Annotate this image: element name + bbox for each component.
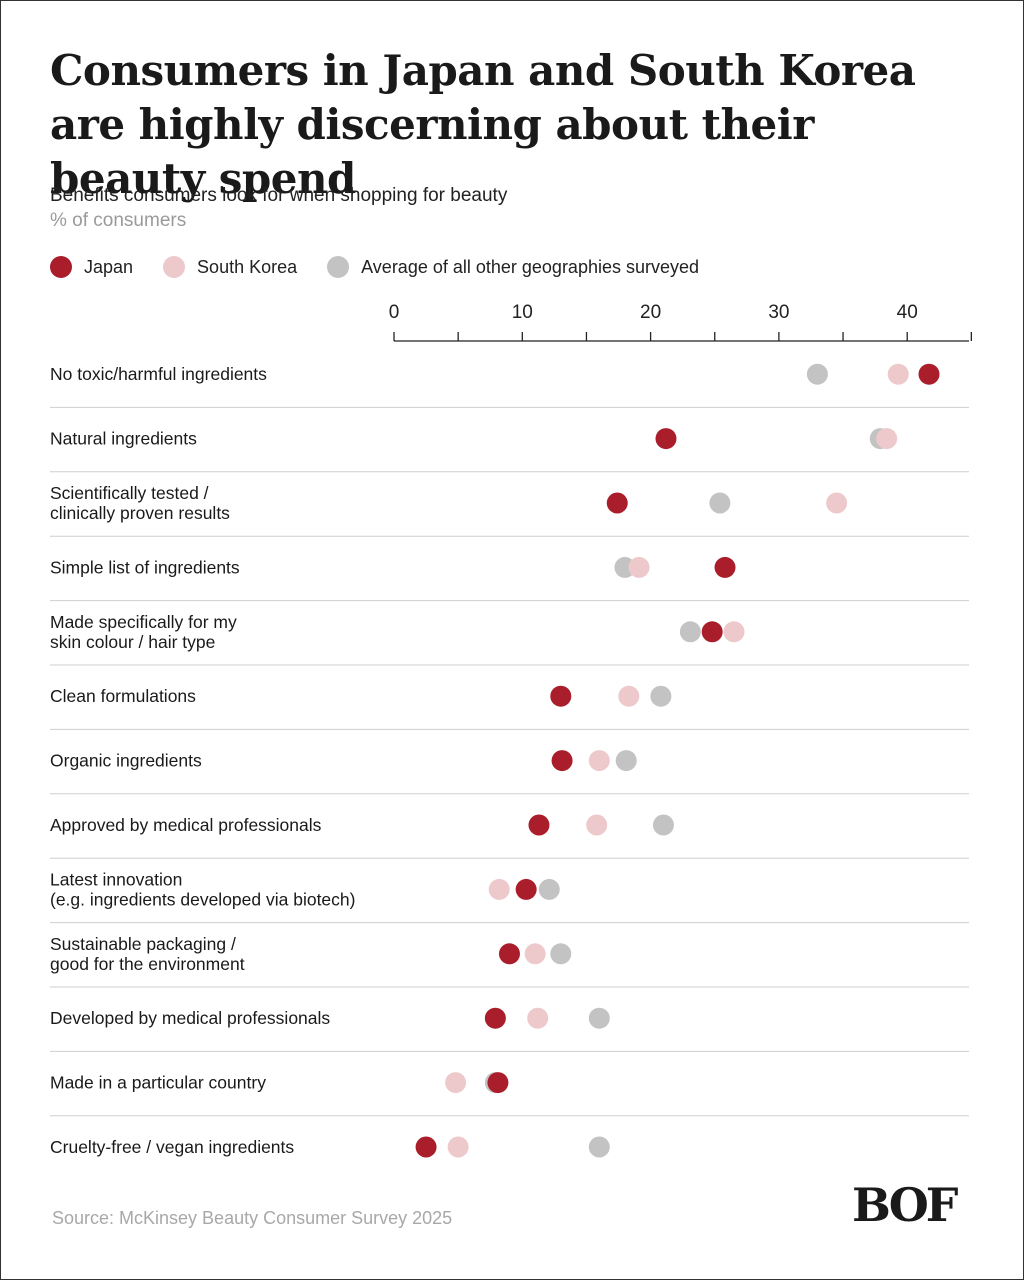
legend-label-japan: Japan bbox=[84, 256, 134, 277]
data-point-south-korea: South Korea: 18.3 bbox=[618, 685, 640, 707]
data-point-south-korea: South Korea: 16 bbox=[588, 750, 610, 772]
data-point-other-geographies: Average of all other geographies surveye… bbox=[650, 685, 672, 707]
data-point-other-geographies: Average of all other geographies surveye… bbox=[679, 621, 701, 643]
legend-label-south-korea: South Korea bbox=[197, 256, 298, 277]
category-label: No toxic/harmful ingredients bbox=[50, 364, 267, 384]
legend-item-japan: Japan bbox=[50, 256, 133, 278]
data-point-other-geographies: Average of all other geographies surveye… bbox=[615, 750, 637, 772]
category-label: Scientifically tested / bbox=[50, 483, 209, 503]
data-point-other-geographies: Average of all other geographies surveye… bbox=[709, 492, 731, 514]
category-label: Simple list of ingredients bbox=[50, 557, 240, 577]
legend-item-other-geographies: Average of all other geographies surveye… bbox=[327, 256, 699, 278]
data-point-japan: Japan: 24.8 bbox=[701, 621, 723, 643]
x-tick-label: 0 bbox=[389, 302, 400, 323]
data-point-other-geographies: Average of all other geographies surveye… bbox=[588, 1007, 610, 1029]
data-point-south-korea: South Korea: 38.4 bbox=[876, 428, 898, 450]
data-point-south-korea: South Korea: 34.5 bbox=[826, 492, 848, 514]
data-point-japan: Japan: 2.5 bbox=[415, 1136, 437, 1158]
category-label: Sustainable packaging / bbox=[50, 934, 236, 954]
data-point-other-geographies: Average of all other geographies surveye… bbox=[806, 363, 828, 385]
data-point-japan: Japan: 13.1 bbox=[551, 750, 573, 772]
category-label: (e.g. ingredients developed via biotech) bbox=[50, 889, 355, 909]
data-point-japan: Japan: 41.7 bbox=[918, 363, 940, 385]
data-point-south-korea: South Korea: 11.2 bbox=[527, 1007, 549, 1029]
category-label: Natural ingredients bbox=[50, 429, 197, 449]
source-note: Source: McKinsey Beauty Consumer Survey … bbox=[52, 1208, 453, 1228]
data-point-other-geographies: Average of all other geographies surveye… bbox=[588, 1136, 610, 1158]
data-point-japan: Japan: 8.1 bbox=[487, 1072, 509, 1094]
data-point-japan: Japan: 10.3 bbox=[515, 878, 537, 900]
x-tick-label: 10 bbox=[512, 302, 533, 323]
chart-legend: Japan South Korea Average of all other g… bbox=[50, 254, 729, 280]
category-label: Approved by medical professionals bbox=[50, 815, 322, 835]
category-label: Cruelty-free / vegan ingredients bbox=[50, 1137, 294, 1157]
chart-unit: % of consumers bbox=[50, 210, 187, 231]
category-label: Developed by medical professionals bbox=[50, 1008, 330, 1028]
data-point-south-korea: South Korea: 26.5 bbox=[723, 621, 745, 643]
data-point-south-korea: South Korea: 19.1 bbox=[628, 556, 650, 578]
category-label: Made specifically for my bbox=[50, 612, 237, 632]
legend-swatch-japan bbox=[50, 256, 72, 278]
data-point-south-korea: South Korea: 15.8 bbox=[586, 814, 608, 836]
category-label: clinically proven results bbox=[50, 503, 230, 523]
bof-logo: BOF bbox=[852, 1178, 958, 1232]
category-label: Clean formulations bbox=[50, 686, 196, 706]
data-point-south-korea: South Korea: 5 bbox=[447, 1136, 469, 1158]
x-tick-label: 30 bbox=[768, 302, 789, 323]
data-point-japan: Japan: 9 bbox=[498, 943, 520, 965]
data-point-south-korea: South Korea: 39.3 bbox=[887, 363, 909, 385]
data-point-japan: Japan: 13 bbox=[550, 685, 572, 707]
data-point-japan: Japan: 21.2 bbox=[655, 428, 677, 450]
data-point-south-korea: South Korea: 11 bbox=[524, 943, 546, 965]
data-point-south-korea: South Korea: 8.2 bbox=[488, 878, 510, 900]
data-point-japan: Japan: 17.4 bbox=[606, 492, 628, 514]
legend-swatch-south-korea bbox=[163, 256, 186, 278]
legend-label-other-geographies: Average of all other geographies surveye… bbox=[361, 256, 700, 277]
data-point-japan: Japan: 7.9 bbox=[484, 1007, 506, 1029]
category-label: skin colour / hair type bbox=[50, 632, 215, 652]
legend-item-south-korea: South Korea bbox=[163, 256, 297, 278]
chart-subtitle: Benefits consumers look for when shoppin… bbox=[50, 185, 508, 206]
category-label: good for the environment bbox=[50, 954, 245, 974]
data-point-japan: Japan: 11.3 bbox=[528, 814, 550, 836]
data-point-south-korea: South Korea: 4.8 bbox=[445, 1072, 467, 1094]
data-point-other-geographies: Average of all other geographies surveye… bbox=[550, 943, 572, 965]
x-tick-label: 40 bbox=[897, 302, 918, 323]
category-label: Made in a particular country bbox=[50, 1073, 266, 1093]
chart-title: Consumers in Japan and South Korea are h… bbox=[50, 46, 916, 203]
category-label: Latest innovation bbox=[50, 869, 182, 889]
data-point-japan: Japan: 25.8 bbox=[714, 556, 736, 578]
category-label: Organic ingredients bbox=[50, 751, 202, 771]
data-point-other-geographies: Average of all other geographies surveye… bbox=[652, 814, 674, 836]
x-tick-label: 20 bbox=[640, 302, 661, 323]
data-point-other-geographies: Average of all other geographies surveye… bbox=[538, 878, 560, 900]
legend-swatch-other-geographies bbox=[327, 256, 350, 278]
